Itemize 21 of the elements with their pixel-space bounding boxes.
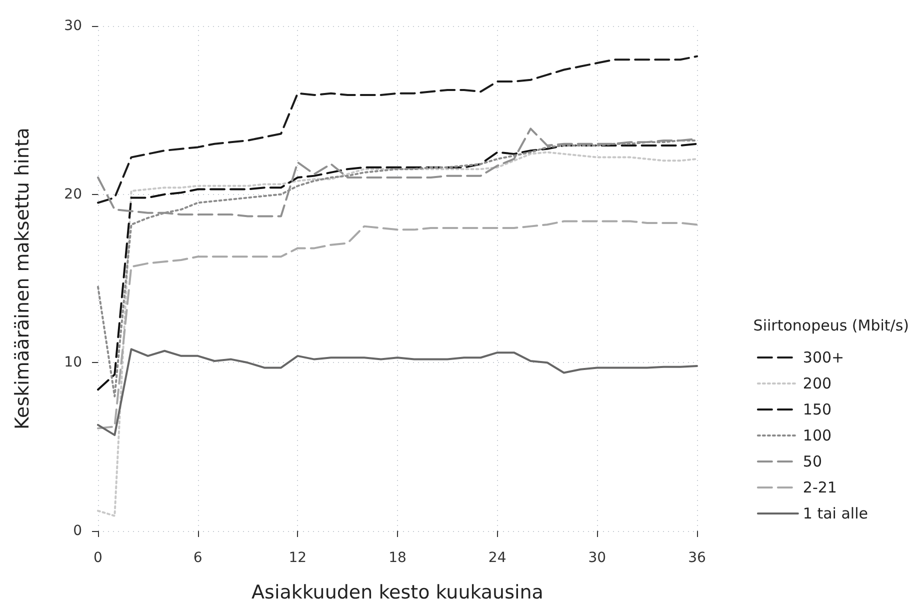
legend-label: 300+ [802,348,844,366]
x-tick-label: 36 [688,550,706,566]
x-axis-title: Asiakkuuden kesto kuukausina [252,582,544,604]
legend-title: Siirtonopeus (Mbit/s) [753,316,910,334]
x-tick-label: 0 [94,550,102,566]
y-tick-label: 10 [64,354,82,371]
legend-label: 50 [802,452,822,470]
legend-label: 2-21 [802,478,837,496]
legend-label: 200 [802,374,832,392]
legend-label: 1 tai alle [802,504,868,522]
legend-label: 100 [802,426,832,444]
legend-label: 150 [802,400,832,418]
x-tick-label: 30 [588,550,606,566]
x-tick-label: 24 [488,550,506,566]
x-tick-label: 18 [388,550,406,566]
y-tick-label: 0 [73,523,82,539]
x-tick-label: 6 [193,550,202,566]
y-tick-label: 20 [64,186,82,202]
y-tick-label: 30 [64,18,82,34]
y-axis-title: Keskimääräinen maksettu hinta [12,128,34,430]
x-tick-label: 12 [288,550,307,566]
